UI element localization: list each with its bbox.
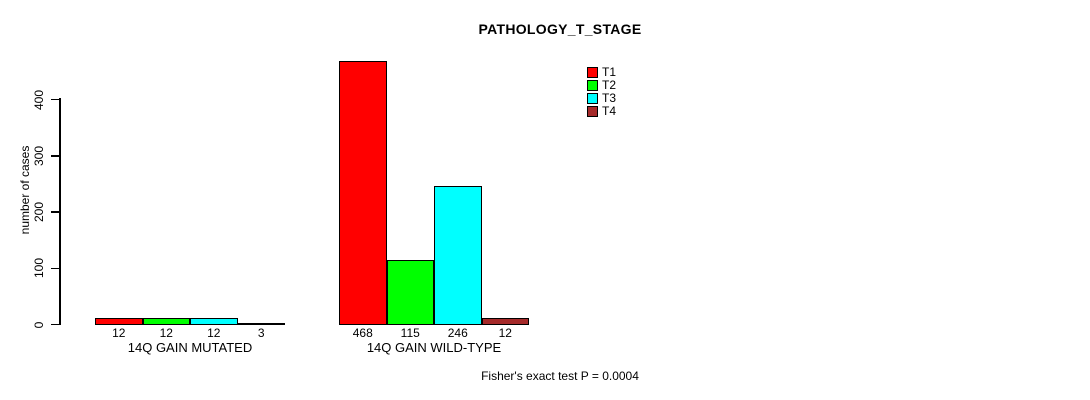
legend-color-swatch-t3 [587,92,598,104]
y-tick-label: 100 [32,258,46,279]
legend-item: T1 [587,64,617,79]
bar-t4-1 [237,322,285,325]
legend-label: T3 [602,90,617,105]
bar-value-label: 12 [159,325,173,340]
legend-item: T3 [587,90,617,105]
bar-value-label: 3 [257,325,265,340]
legend-color-swatch-t2 [587,79,598,91]
y-axis-label: number of cases [18,145,32,235]
bar-t4-2 [481,317,529,325]
fisher-test-annotation: Fisher's exact test P = 0.0004 [481,369,639,383]
y-tick-mark [51,267,59,269]
bar-t1-2 [339,61,387,325]
y-tick-label: 300 [32,145,46,166]
y-axis-line [59,98,61,325]
bar-t1-1 [95,317,143,325]
bar-t2-2 [386,259,434,325]
bar-value-label: 468 [352,325,373,340]
bar-value-label: 246 [447,325,468,340]
bar-value-label: 12 [498,325,512,340]
category-label: 14Q GAIN MUTATED [127,340,253,355]
y-tick-label: 200 [32,201,46,223]
bar-t3-1 [190,317,238,325]
category-label: 14Q GAIN WILD-TYPE [366,340,502,355]
bar-value-label: 115 [400,325,420,340]
chart-title: PATHOLOGY_T_STAGE [478,21,642,37]
y-tick-mark [51,211,59,213]
bar-t2-1 [142,317,190,325]
legend: T1 T2 T3 T4 [587,64,617,118]
legend-color-swatch-t4 [587,105,598,117]
y-tick-mark [51,98,59,101]
legend-label: T4 [602,103,617,118]
legend-label: T2 [602,77,617,92]
y-tick-label: 400 [32,89,46,110]
y-tick-mark [51,155,59,157]
y-tick-mark [51,323,59,326]
bar-value-label: 12 [207,325,221,340]
legend-label: T1 [602,64,617,79]
legend-item: T4 [587,103,617,118]
bar-value-label: 12 [112,325,126,340]
legend-item: T2 [587,77,617,92]
legend-color-swatch-t1 [587,66,598,78]
bar-t3-2 [434,186,482,325]
y-tick-label: 0 [32,321,46,328]
